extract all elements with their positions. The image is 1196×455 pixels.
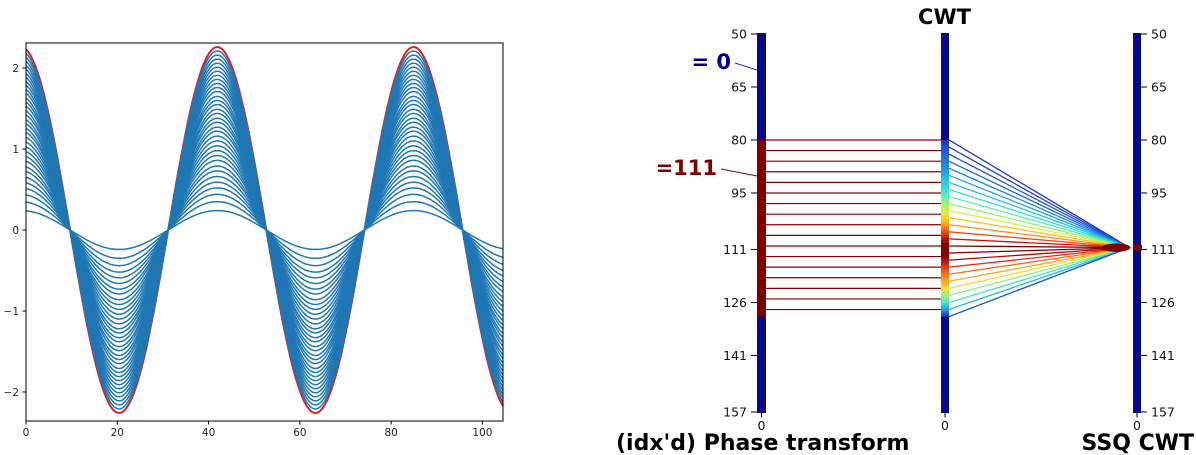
phase-zero-annotation: = 0 [691, 50, 731, 74]
reassignment-line [948, 246, 1130, 318]
reassignment-line [948, 246, 1130, 282]
ssq-bar-tick-label: 157 [1151, 404, 1175, 419]
ssq-diagram: 50 50 65 65 80 80 95 95 111 111 126 126 141 141 157 157… [616, 5, 1194, 455]
plot-frame [25, 42, 504, 422]
ssq-bar-tick-label: 141 [1151, 348, 1175, 363]
waveform-axes: 0 20 40 60 80 100 −2 −1 0 1 2 [4, 42, 504, 439]
phase-colorbar-red-segment [757, 139, 766, 317]
phase-bar-tick-label: 126 [723, 295, 747, 310]
bar-bottom-label: 0 [1133, 418, 1141, 433]
wave-curve [25, 50, 504, 410]
reassignment-line [948, 246, 1130, 275]
phase-bar-tick-label: 95 [731, 185, 747, 200]
phase-bar-tick-label: 65 [731, 79, 747, 94]
cwt-colorbar-jet-segment [941, 139, 949, 317]
reassignment-line [948, 139, 1130, 249]
ssq-bar-tick-label: 65 [1151, 79, 1167, 94]
wave-curve [25, 200, 504, 260]
x-tick-label: 60 [293, 427, 306, 439]
x-tick-label: 100 [472, 427, 492, 439]
wave-curve [25, 181, 504, 279]
ssq-bar-tick-label: 50 [1151, 26, 1167, 41]
reassignment-line [948, 246, 1130, 311]
reassignment-line [948, 246, 1130, 304]
x-tick-label: 0 [23, 427, 30, 439]
reassignment-line [948, 160, 1130, 249]
reassignment-line [948, 246, 1130, 297]
phase-zero-leader-line [734, 62, 758, 71]
ssq-bar-tick-label: 126 [1151, 295, 1175, 310]
reassignment-line [948, 146, 1130, 249]
phase-transform-label: (idx'd) Phase transform [616, 431, 909, 455]
reassignment-line [948, 202, 1130, 249]
reassignment-line [948, 224, 1130, 249]
wave-curve [25, 149, 504, 311]
ssq-cwt-label: SSQ CWT [1082, 431, 1194, 455]
y-tick-label: 1 [12, 144, 19, 156]
wave-curve [25, 193, 504, 267]
ssq-bar-tick-label: 95 [1151, 185, 1167, 200]
phase-idx-annotation: =111 [656, 156, 717, 180]
waveform-plot: 0 20 40 60 80 100 −2 −1 0 1 2 [4, 42, 504, 439]
phase-bar-tick-label: 157 [723, 404, 747, 419]
reassignment-line [948, 209, 1130, 249]
phase-bar-tick-label: 111 [723, 242, 747, 257]
waveform-curves [25, 45, 504, 415]
reassignment-line [948, 246, 1130, 268]
reassignment-line [948, 246, 1130, 261]
ssq-bar-tick-label: 111 [1151, 242, 1175, 257]
bar-ticks: 50 50 65 65 80 80 95 95 111 111 126 126 141 141 157 157… [723, 26, 1175, 433]
reassignment-line [948, 167, 1130, 249]
y-tick-label: 0 [12, 225, 19, 237]
bar-bottom-label: 0 [758, 418, 766, 433]
convergence-blob [1101, 243, 1131, 252]
cwt-title: CWT [918, 5, 972, 29]
reassignment-line [948, 188, 1130, 249]
reassignment-line [948, 245, 1130, 249]
reassignment-line [948, 246, 1130, 289]
y-tick-label: −2 [4, 387, 19, 399]
bar-bottom-label: 0 [941, 418, 949, 433]
phase-idx-leader-line [720, 168, 758, 177]
reassignment-line [948, 153, 1130, 249]
colorbars [757, 33, 1142, 413]
y-tick-label: −1 [4, 306, 19, 318]
mapping-lines [766, 139, 1131, 318]
reassignment-line [948, 246, 1130, 254]
reassignment-line [948, 195, 1130, 249]
wave-curve [25, 154, 504, 306]
phase-bar-tick-label: 141 [723, 348, 747, 363]
phase-bar-tick-label: 80 [731, 132, 747, 147]
ssq-colorbar [1133, 33, 1141, 413]
reassignment-line [948, 217, 1130, 249]
ssq-bar-tick-label: 80 [1151, 132, 1167, 147]
phase-bar-tick-label: 50 [731, 26, 747, 41]
ssq-energy-row [1133, 244, 1142, 251]
reassignment-line [948, 231, 1130, 249]
reassignment-line [948, 238, 1130, 249]
y-tick-label: 2 [12, 63, 19, 75]
reassignment-line [948, 181, 1130, 249]
x-tick-label: 40 [202, 427, 215, 439]
x-tick-label: 80 [384, 427, 397, 439]
reassignment-line [948, 174, 1130, 249]
x-tick-label: 20 [111, 427, 124, 439]
